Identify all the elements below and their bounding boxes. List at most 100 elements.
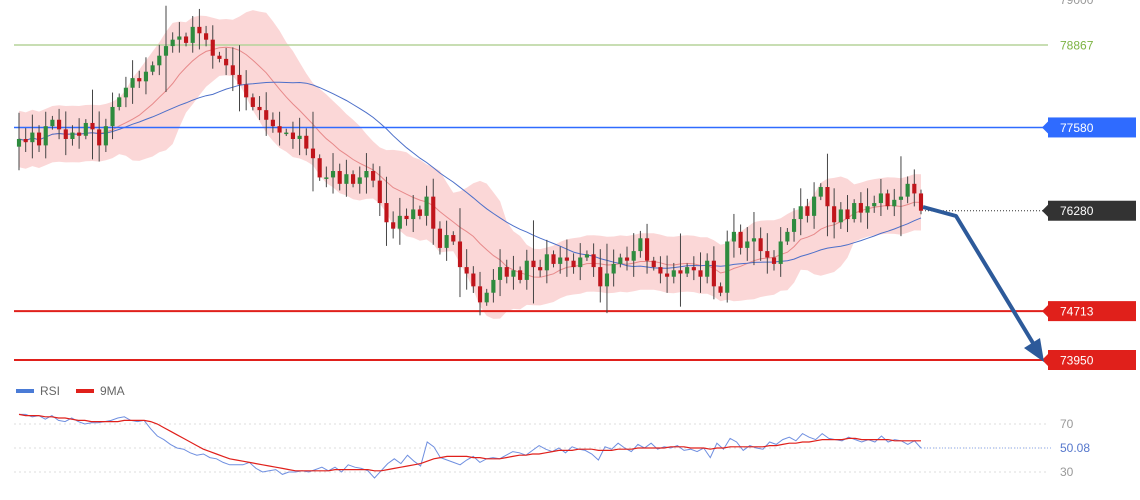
candle — [477, 271, 483, 316]
candle-body — [658, 267, 663, 274]
candle-body — [50, 119, 55, 127]
candle — [812, 182, 817, 229]
candle — [624, 246, 630, 271]
candle — [798, 188, 803, 236]
candle-body — [404, 215, 409, 220]
candle — [244, 70, 249, 111]
candle — [497, 249, 503, 297]
candle-body — [244, 84, 249, 98]
candle — [731, 213, 736, 258]
candle-body — [812, 196, 817, 216]
candle-body — [397, 215, 402, 229]
candle — [304, 128, 309, 156]
candle-body — [791, 219, 797, 232]
candle — [264, 92, 269, 136]
candle — [230, 47, 235, 92]
level-tag-support-1 — [1048, 301, 1136, 322]
level-tag-resistance-1 — [1048, 117, 1136, 138]
candle — [765, 233, 770, 274]
candle-body — [464, 267, 469, 274]
level-tag-support-2 — [1048, 350, 1136, 370]
candle-body — [518, 270, 523, 280]
candle-body — [872, 203, 877, 207]
candle-body — [852, 203, 857, 220]
candle-body — [431, 196, 436, 229]
level-tag-current-price — [1048, 200, 1136, 221]
ma-slow-line — [18, 81, 922, 269]
ma-fast-line — [18, 46, 922, 278]
candle — [16, 112, 22, 171]
candle — [518, 266, 523, 284]
candle — [631, 233, 636, 277]
candle — [377, 166, 382, 217]
candle-body — [624, 257, 630, 261]
candle — [290, 121, 296, 149]
candle — [324, 166, 329, 188]
candle-body — [491, 279, 496, 293]
candle-body — [918, 193, 924, 211]
candle-body — [123, 87, 128, 98]
candle — [778, 227, 783, 277]
candle-body — [57, 119, 62, 130]
candle — [604, 243, 610, 314]
candle-body — [90, 122, 95, 130]
candle — [638, 230, 643, 258]
candle-body — [371, 171, 376, 181]
candle-body — [798, 206, 803, 220]
candle — [678, 233, 683, 307]
candle — [711, 246, 716, 300]
candle-body — [671, 270, 676, 277]
candle-body — [785, 231, 790, 242]
candle — [157, 44, 162, 76]
candle-body — [324, 177, 329, 179]
candle-body — [865, 206, 870, 213]
candle — [404, 208, 409, 226]
candle — [163, 5, 169, 93]
candle — [544, 239, 549, 284]
candle — [210, 25, 215, 69]
candle-body — [30, 132, 35, 143]
candle-body — [257, 106, 262, 111]
candle-body — [531, 260, 536, 268]
arrow-shaft — [922, 205, 1038, 350]
candle-body — [204, 33, 209, 40]
price-levels: 78867 77580 76280 74713 73950 — [14, 39, 1136, 370]
candle — [905, 176, 910, 204]
candle — [371, 163, 376, 188]
candle — [217, 51, 222, 63]
candle-body — [317, 158, 322, 178]
candle-body — [250, 97, 255, 107]
candle — [898, 156, 904, 237]
candle-body — [63, 129, 68, 139]
candle — [564, 239, 569, 277]
candle-body — [578, 257, 583, 268]
candle-body — [731, 231, 736, 242]
level-support-1: 74713 — [14, 301, 1136, 322]
rsi-series-rsi — [19, 413, 922, 479]
candle-body — [451, 235, 456, 242]
moving-averages — [18, 46, 922, 278]
candle-body — [765, 251, 770, 258]
candle-body — [484, 292, 489, 303]
candle-body — [163, 46, 169, 56]
level-tag-pointer-current-price — [1042, 204, 1048, 217]
candle-body — [885, 193, 890, 207]
legend-label-rsi: RSI — [40, 384, 60, 398]
candle-body — [157, 55, 162, 66]
candle — [878, 179, 883, 217]
candle-body — [705, 260, 710, 277]
candle — [538, 259, 543, 277]
candle — [665, 255, 670, 293]
candle — [397, 197, 402, 245]
candle-body — [364, 171, 369, 178]
candle-body — [217, 55, 222, 59]
candle — [892, 188, 897, 217]
candle-body — [377, 180, 382, 204]
candle — [431, 178, 436, 245]
candle — [758, 227, 763, 261]
candle — [284, 128, 289, 137]
candle-body — [230, 65, 235, 75]
candle-body — [631, 251, 636, 261]
rsi-current-label: 50.08 — [1060, 441, 1090, 455]
